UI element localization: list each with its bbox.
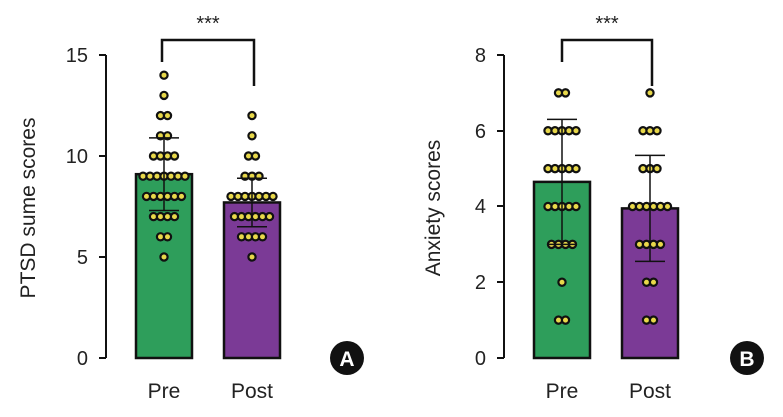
panel-b-y-tick-label: 6 — [475, 121, 486, 143]
data-point — [247, 110, 257, 121]
panel-b-errorbar-post — [635, 154, 665, 263]
panel-b-y-axis-title: Anxiety scores — [422, 140, 445, 277]
panel-a-errorbar-pre — [149, 137, 179, 212]
panel-a-x-label-pre: Pre — [148, 380, 181, 403]
panel-b-x-label-post: Post — [629, 380, 671, 403]
panel-b-y-tick-label: 0 — [475, 348, 486, 370]
panel-a-y-tick-label: 0 — [77, 348, 88, 370]
data-point — [180, 171, 190, 181]
data-point — [169, 211, 180, 222]
panel-b-y-tick-labels: 0 2 4 6 8 — [475, 45, 486, 370]
data-point — [247, 131, 257, 141]
data-point — [652, 126, 662, 136]
data-point — [159, 90, 169, 101]
panel-b-letter-circle — [730, 341, 764, 375]
data-point — [655, 239, 666, 250]
panel-a-bar-post — [222, 201, 282, 360]
data-point — [662, 201, 673, 212]
panel-a-letter-badge: A — [330, 341, 364, 375]
data-point — [159, 252, 169, 262]
data-point — [257, 232, 268, 242]
data-point — [560, 315, 571, 325]
panel-a-letter-circle — [330, 341, 364, 375]
panel-b-letter-badge: B — [730, 341, 764, 375]
panel-b-significance-bracket — [560, 38, 654, 86]
data-point — [169, 151, 180, 161]
panel-b-letter: B — [739, 348, 754, 371]
data-point — [652, 163, 662, 174]
data-point — [645, 88, 655, 98]
panel-a-letter: A — [339, 348, 354, 371]
panel-a: PTSD sume scores 0 5 10 15 *** Pre Post … — [17, 13, 364, 403]
data-point — [162, 110, 173, 121]
panel-a-y-tick-labels: 0 5 10 15 — [66, 45, 88, 370]
panel-b-x-label-pre: Pre — [546, 380, 579, 403]
panel-b: Anxiety scores 0 2 4 6 8 *** Pre Post B — [422, 13, 764, 403]
panel-b-y-tick-label: 4 — [475, 196, 486, 218]
panel-a-errorbar-post — [237, 177, 267, 228]
data-point — [571, 201, 581, 212]
panel-a-y-ticks — [99, 54, 106, 359]
data-point — [557, 277, 567, 287]
panel-b-y-tick-label: 8 — [475, 45, 486, 67]
panel-b-y-ticks — [497, 54, 504, 359]
data-point — [571, 163, 581, 174]
data-point — [560, 88, 571, 98]
panel-a-significance-bracket — [160, 38, 256, 86]
panel-b-errorbar-pre — [547, 118, 577, 246]
panel-a-significance-label: *** — [196, 13, 220, 35]
panel-a-x-label-post: Post — [231, 380, 273, 403]
panel-a-y-tick-label: 10 — [66, 146, 88, 168]
panel-b-significance-label: *** — [595, 13, 619, 35]
data-point — [648, 315, 659, 325]
data-point — [571, 126, 581, 136]
panel-a-y-tick-label: 5 — [77, 247, 88, 269]
panel-a-points-pre — [138, 70, 190, 262]
data-point — [159, 70, 169, 80]
data-point — [250, 151, 261, 161]
panel-a-y-axis-title: PTSD sume scores — [17, 118, 40, 299]
data-point — [264, 211, 275, 222]
data-point — [176, 191, 187, 202]
data-point — [268, 191, 278, 202]
data-point — [247, 252, 257, 262]
panel-a-y-tick-label: 15 — [66, 45, 88, 67]
panel-b-y-tick-label: 2 — [475, 272, 486, 294]
data-point — [162, 232, 173, 242]
data-point — [648, 277, 659, 287]
